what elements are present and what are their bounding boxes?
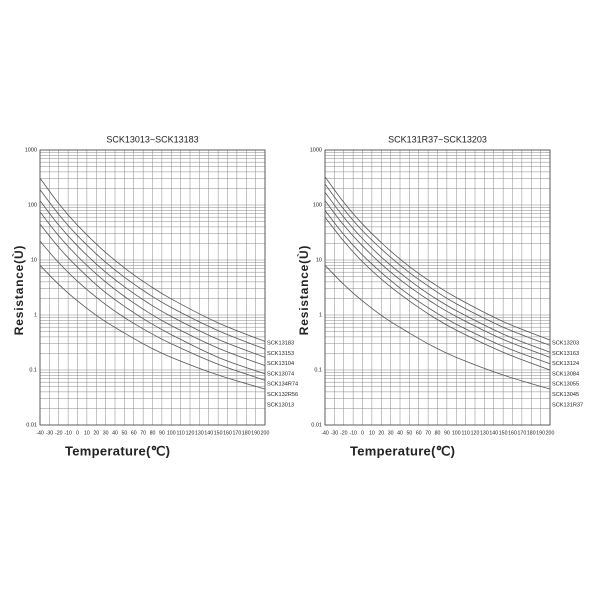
series-label: SCK13045 <box>552 392 579 398</box>
y-tick-label: 10 <box>31 257 37 263</box>
x-tick-label: 60 <box>416 430 422 436</box>
x-tick-label: 190 <box>251 430 260 436</box>
x-tick-label: 20 <box>378 430 384 436</box>
x-tick-label: 170 <box>518 430 527 436</box>
x-axis-label: Temperature(℃) <box>65 443 170 458</box>
series-label: SCK13013 <box>267 402 294 408</box>
y-axis-label: Resistance(Ù) <box>296 245 311 335</box>
x-tick-label: 30 <box>388 430 394 436</box>
x-tick-label: 80 <box>150 430 156 436</box>
x-tick-label: 110 <box>461 430 469 436</box>
x-tick-label: 200 <box>261 430 270 436</box>
curve <box>324 176 551 341</box>
series-label: SCK13153 <box>267 351 294 357</box>
x-tick-label: 120 <box>186 430 195 436</box>
x-tick-label: 60 <box>131 430 137 436</box>
x-tick-label: 130 <box>195 430 204 436</box>
x-tick-label: 90 <box>444 430 450 436</box>
x-tick-label: 70 <box>140 430 146 436</box>
x-tick-label: 160 <box>508 430 517 436</box>
x-tick-label: 180 <box>527 430 536 436</box>
x-tick-label: 130 <box>480 430 489 436</box>
curve <box>39 240 266 381</box>
series-label: SCK13055 <box>552 382 579 388</box>
y-tick-label: 10 <box>316 257 322 263</box>
series-label: SCK13074 <box>267 371 294 377</box>
chart-title: SCK13013~SCK13183 <box>106 134 198 144</box>
plot-frame <box>324 149 551 426</box>
plot-frame <box>39 149 266 426</box>
curve <box>324 183 551 346</box>
y-tick-label: 100 <box>28 202 37 208</box>
x-tick-label: 50 <box>121 430 127 436</box>
x-tick-label: 150 <box>214 430 223 436</box>
series-label: SCK13104 <box>267 361 294 367</box>
x-tick-label: 0 <box>361 430 364 436</box>
y-tick-label: 1 <box>319 312 322 318</box>
series-label: SCK13163 <box>552 351 579 357</box>
curve <box>324 216 551 371</box>
y-tick-label: 0.1 <box>314 367 322 373</box>
series-label: SCK131R37 <box>552 402 583 408</box>
y-tick-label: 1000 <box>25 147 37 153</box>
series-label: SCK13124 <box>552 361 579 367</box>
y-tick-label: 1000 <box>310 147 322 153</box>
x-tick-label: 160 <box>223 430 232 436</box>
curve <box>324 210 551 365</box>
x-tick-label: 80 <box>435 430 441 436</box>
x-tick-label: -40 <box>36 430 44 436</box>
x-tick-label: 110 <box>176 430 184 436</box>
x-tick-label: 190 <box>536 430 545 436</box>
x-tick-label: 40 <box>397 430 403 436</box>
x-tick-label: 10 <box>84 430 90 436</box>
x-tick-label: 120 <box>471 430 480 436</box>
curve <box>39 265 266 390</box>
x-tick-label: -20 <box>55 430 63 436</box>
x-tick-label: 200 <box>546 430 555 436</box>
y-axis-label: Resistance(Ù) <box>11 245 26 335</box>
x-tick-label: 30 <box>103 430 109 436</box>
series-label: SCK134R74 <box>267 382 298 388</box>
x-tick-label: -20 <box>340 430 348 436</box>
y-tick-label: 0.1 <box>29 367 37 373</box>
x-tick-label: 180 <box>242 430 251 436</box>
series-label: SCK13203 <box>552 340 579 346</box>
x-tick-label: 100 <box>167 430 176 436</box>
x-tick-label: 100 <box>452 430 461 436</box>
x-tick-label: 170 <box>233 430 242 436</box>
curve <box>39 177 266 342</box>
x-tick-label: -30 <box>46 430 54 436</box>
x-tick-label: -10 <box>64 430 72 436</box>
curve <box>39 223 266 375</box>
x-tick-label: 10 <box>369 430 375 436</box>
curve <box>324 192 551 353</box>
x-tick-label: -10 <box>349 430 357 436</box>
x-tick-label: 0 <box>76 430 79 436</box>
series-label: SCK13084 <box>552 371 579 377</box>
x-tick-label: 20 <box>93 430 99 436</box>
curve <box>39 189 266 350</box>
x-tick-label: 50 <box>406 430 412 436</box>
curve <box>324 265 551 390</box>
y-tick-label: 100 <box>313 202 322 208</box>
curve <box>324 200 551 358</box>
series-label: SCK13183 <box>267 340 294 346</box>
y-tick-label: 0.01 <box>311 422 322 428</box>
chart-title: SCK131R37~SCK13203 <box>388 134 487 144</box>
x-tick-label: 150 <box>499 430 508 436</box>
x-tick-label: -40 <box>321 430 329 436</box>
series-label: SCK132R56 <box>267 392 298 398</box>
y-tick-label: 1 <box>34 312 37 318</box>
y-tick-label: 0.01 <box>26 422 37 428</box>
x-axis-label: Temperature(℃) <box>350 443 455 458</box>
curve <box>39 211 266 367</box>
x-tick-label: -30 <box>331 430 339 436</box>
x-tick-label: 40 <box>112 430 118 436</box>
x-tick-label: 90 <box>159 430 165 436</box>
x-tick-label: 70 <box>425 430 431 436</box>
curve <box>39 200 266 358</box>
x-tick-label: 140 <box>204 430 213 436</box>
x-tick-label: 140 <box>489 430 498 436</box>
